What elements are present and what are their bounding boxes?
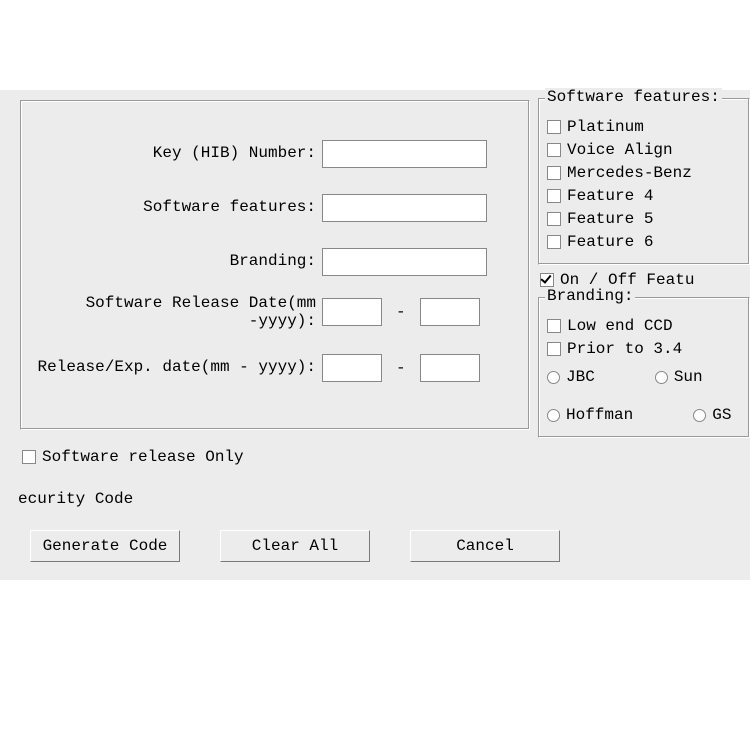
key-input[interactable] [322, 140, 487, 168]
exp-mm-input[interactable] [322, 354, 382, 382]
key-label: Key (HIB) Number: [22, 144, 322, 163]
radio-icon [547, 371, 560, 384]
branding-checkbox[interactable]: Low end CCD [547, 317, 741, 335]
branding-radio[interactable]: Hoffman [547, 406, 633, 424]
checkbox-icon [547, 189, 561, 203]
release-yyyy-input[interactable] [420, 298, 480, 326]
cancel-button[interactable]: Cancel [410, 530, 560, 562]
branding-check-label: Prior to 3.4 [567, 340, 682, 358]
release-date-label: Software Release Date(mm -yyyy): [22, 294, 322, 331]
dialog-panel: Key (HIB) Number: Software features: Bra… [0, 90, 750, 580]
branding-label: Branding: [22, 252, 322, 271]
release-mm-input[interactable] [322, 298, 382, 326]
branding-radio-label: JBC [566, 368, 595, 386]
branding-radio[interactable]: JBC [547, 368, 595, 386]
features-label: Software features: [22, 198, 322, 217]
feature-checkbox[interactable]: Feature 4 [547, 187, 741, 205]
feature-label: Feature 4 [567, 187, 653, 205]
feature-label: Feature 5 [567, 210, 653, 228]
checkbox-icon [540, 273, 554, 287]
feature-checkbox[interactable]: Voice Align [547, 141, 741, 159]
exp-date-label: Release/Exp. date(mm - yyyy): [22, 358, 322, 377]
branding-radio-label: Sun [674, 368, 703, 386]
feature-checkbox[interactable]: Feature 5 [547, 210, 741, 228]
right-column: Software features: Platinum Voice Align Me… [538, 90, 750, 442]
feature-checkbox[interactable]: Feature 6 [547, 233, 741, 251]
branding-radio[interactable]: GS [693, 406, 731, 424]
feature-label: Voice Align [567, 141, 673, 159]
generate-code-button[interactable]: Generate Code [30, 530, 180, 562]
branding-legend: Branding: [545, 287, 635, 305]
checkbox-icon [547, 319, 561, 333]
features-legend: Software features: [545, 88, 722, 106]
feature-label: Feature 6 [567, 233, 653, 251]
checkbox-icon [22, 450, 36, 464]
checkbox-icon [547, 342, 561, 356]
branding-check-label: Low end CCD [567, 317, 673, 335]
date-separator: - [396, 359, 406, 377]
exp-yyyy-input[interactable] [420, 354, 480, 382]
checkbox-icon [547, 212, 561, 226]
feature-checkbox[interactable]: Platinum [547, 118, 741, 136]
software-release-only-checkbox[interactable]: Software release Only [22, 448, 244, 466]
radio-icon [547, 409, 560, 422]
clear-all-button[interactable]: Clear All [220, 530, 370, 562]
checkbox-icon [547, 120, 561, 134]
branding-input[interactable] [322, 248, 487, 276]
checkbox-icon [547, 143, 561, 157]
software-release-only-label: Software release Only [42, 448, 244, 466]
feature-checkbox[interactable]: Mercedes-Benz [547, 164, 741, 182]
feature-label: Mercedes-Benz [567, 164, 692, 182]
branding-radio-label: Hoffman [566, 406, 633, 424]
checkbox-icon [547, 166, 561, 180]
button-row: Generate Code Clear All Cancel [30, 530, 560, 562]
radio-icon [693, 409, 706, 422]
branding-checkbox[interactable]: Prior to 3.4 [547, 340, 741, 358]
checkbox-icon [547, 235, 561, 249]
feature-label: Platinum [567, 118, 644, 136]
branding-radio-label: GS [712, 406, 731, 424]
security-code-label: ecurity Code [18, 490, 133, 508]
main-area: Key (HIB) Number: Software features: Bra… [0, 90, 750, 550]
branding-radio[interactable]: Sun [655, 368, 703, 386]
software-features-groupbox: Software features: PlatinumVoice AlignMe… [538, 98, 750, 265]
radio-icon [655, 371, 668, 384]
branding-groupbox: Branding: Low end CCDPrior to 3.4 JBCSun… [538, 297, 750, 438]
input-groupbox: Key (HIB) Number: Software features: Bra… [20, 100, 530, 430]
features-input[interactable] [322, 194, 487, 222]
date-separator: - [396, 303, 406, 321]
